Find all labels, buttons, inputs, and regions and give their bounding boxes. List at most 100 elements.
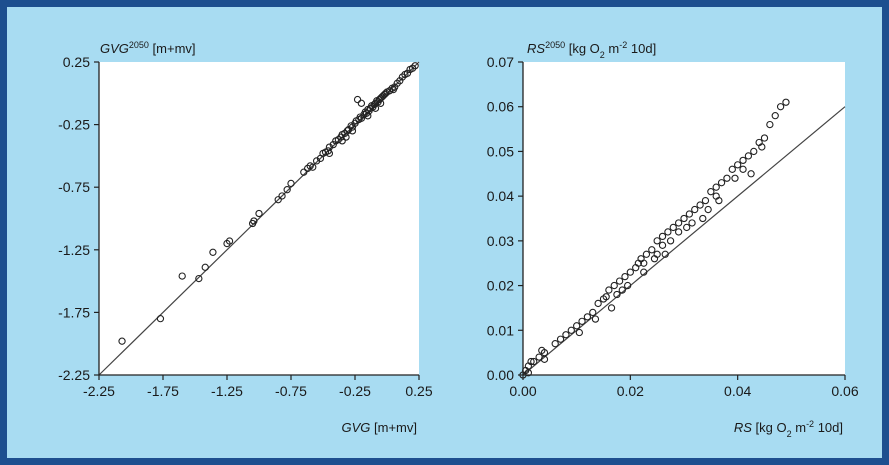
right-data-point xyxy=(744,152,753,160)
right-data-point xyxy=(648,246,656,254)
right-data-point xyxy=(621,272,629,281)
right-data-point xyxy=(680,214,688,223)
right-y-tick-label: 0.07 xyxy=(487,54,514,70)
right-data-point xyxy=(712,183,720,191)
right-plot-area xyxy=(523,62,845,375)
left-data-point xyxy=(325,149,334,158)
left-data-point xyxy=(283,186,291,194)
right-data-point xyxy=(626,268,634,276)
right-data-point xyxy=(618,286,626,294)
left-axes xyxy=(94,61,420,380)
right-y-title-mid: m xyxy=(605,41,619,56)
right-data-point xyxy=(664,228,672,236)
left-y-tick-label: -1.25 xyxy=(58,242,90,258)
right-data-point xyxy=(669,223,677,232)
left-data-point xyxy=(287,179,295,188)
right-data-point xyxy=(731,174,739,182)
right-data-point xyxy=(613,290,621,299)
right-data-point xyxy=(683,223,691,232)
right-data-point xyxy=(589,308,597,317)
left-data-point xyxy=(223,239,231,248)
left-data-point xyxy=(300,168,308,176)
right-data-point xyxy=(602,293,610,301)
right-x-axis-title: RS [kg O2 m-2 10d] xyxy=(734,419,843,439)
right-data-point xyxy=(739,165,747,173)
right-data-point xyxy=(666,237,675,245)
right-data-point xyxy=(771,112,779,120)
left-data-point xyxy=(348,127,357,135)
right-x-tick-label: 0.04 xyxy=(724,383,751,399)
left-data-point xyxy=(255,209,263,218)
right-y-title-sub: 2 xyxy=(600,50,605,60)
right-x-tick-labels: 0.00 0.02 0.04 0.06 xyxy=(509,383,858,399)
right-data-point xyxy=(578,317,586,325)
right-x-tick-label: 0.00 xyxy=(509,383,536,399)
right-data-point xyxy=(688,219,696,227)
left-data-point xyxy=(201,263,209,271)
left-data-point xyxy=(371,104,380,112)
left-x-axis-title: GVG [m+mv] xyxy=(342,420,418,435)
left-x-tick-labels: -2.25 -1.75 -1.25 -0.75 -0.25 0.25 xyxy=(83,383,433,399)
left-scatter-chart: 0.25 -0.25 -0.75 -1.25 -1.75 -2.25 -2.25 -1.75… xyxy=(58,40,433,435)
left-data-point xyxy=(364,112,372,120)
left-y-title-sup: 2050 xyxy=(129,40,149,50)
right-x-title-mid: m xyxy=(792,420,806,435)
right-data-point xyxy=(551,340,559,348)
right-data-point xyxy=(674,219,683,227)
left-data-point xyxy=(389,85,398,94)
left-x-title-unit: [m+mv] xyxy=(370,420,417,435)
right-data-point xyxy=(715,196,723,205)
left-y-axis-title: GVG2050 [m+mv] xyxy=(100,40,196,56)
right-data-point xyxy=(610,281,618,290)
right-data-point xyxy=(766,120,774,129)
right-data-point xyxy=(696,201,704,209)
left-x-tick-label: -0.25 xyxy=(339,383,371,399)
right-y-tick-label: 0.01 xyxy=(487,322,514,338)
right-x-title-supunit: -2 xyxy=(806,419,814,429)
right-x-title-end: 10d] xyxy=(814,420,843,435)
right-data-point xyxy=(723,174,731,182)
left-x-title-var: GVG xyxy=(342,420,371,435)
right-data-point xyxy=(747,170,755,178)
right-data-point xyxy=(583,313,592,321)
right-data-point xyxy=(701,196,710,205)
right-data-point xyxy=(562,331,570,339)
right-data-point xyxy=(653,237,661,245)
right-data-point xyxy=(594,299,602,308)
right-data-point xyxy=(661,250,669,258)
right-data-point xyxy=(758,143,766,151)
right-y-axis-title: RS2050 [kg O2 m-2 10d] xyxy=(527,40,656,60)
right-data-point xyxy=(717,179,726,187)
right-data-point xyxy=(567,326,575,334)
right-data-point xyxy=(615,277,624,285)
left-x-tick-label: -1.25 xyxy=(211,383,243,399)
right-data-point xyxy=(685,210,694,218)
right-scatter-chart: 0.070.060.050.040.030.020.010.00 0.00 0.0… xyxy=(487,40,859,439)
left-data-point xyxy=(338,137,346,145)
right-data-point xyxy=(575,328,583,337)
left-y-title-var: GVG xyxy=(100,41,129,56)
left-data-point xyxy=(156,315,165,323)
left-data-point xyxy=(309,163,317,171)
left-data-point xyxy=(411,62,419,70)
left-y-tick-label: -2.25 xyxy=(58,367,90,383)
right-data-point xyxy=(782,98,790,106)
right-x-tick-label: 0.02 xyxy=(617,383,644,399)
right-data-point xyxy=(640,268,648,276)
left-data-point xyxy=(342,133,350,141)
right-data-point xyxy=(642,250,651,258)
right-data-point xyxy=(524,369,533,377)
left-y-tick-label: 0.25 xyxy=(63,54,90,70)
right-data-point xyxy=(640,259,648,267)
right-y-tick-label: 0.05 xyxy=(487,143,514,159)
right-data-point xyxy=(776,103,785,111)
right-axes xyxy=(518,61,846,380)
left-data-point xyxy=(178,272,186,280)
left-data-point xyxy=(357,99,366,107)
right-y-title-supunit: -2 xyxy=(619,40,627,50)
right-y-tick-labels: 0.07 0.06 0.05 0.04 0.03 0.02 0.01 0.00 xyxy=(487,54,514,383)
left-data-point xyxy=(376,99,385,107)
right-data-point xyxy=(591,315,600,323)
left-data-point xyxy=(353,95,362,104)
right-data-point xyxy=(699,214,707,223)
